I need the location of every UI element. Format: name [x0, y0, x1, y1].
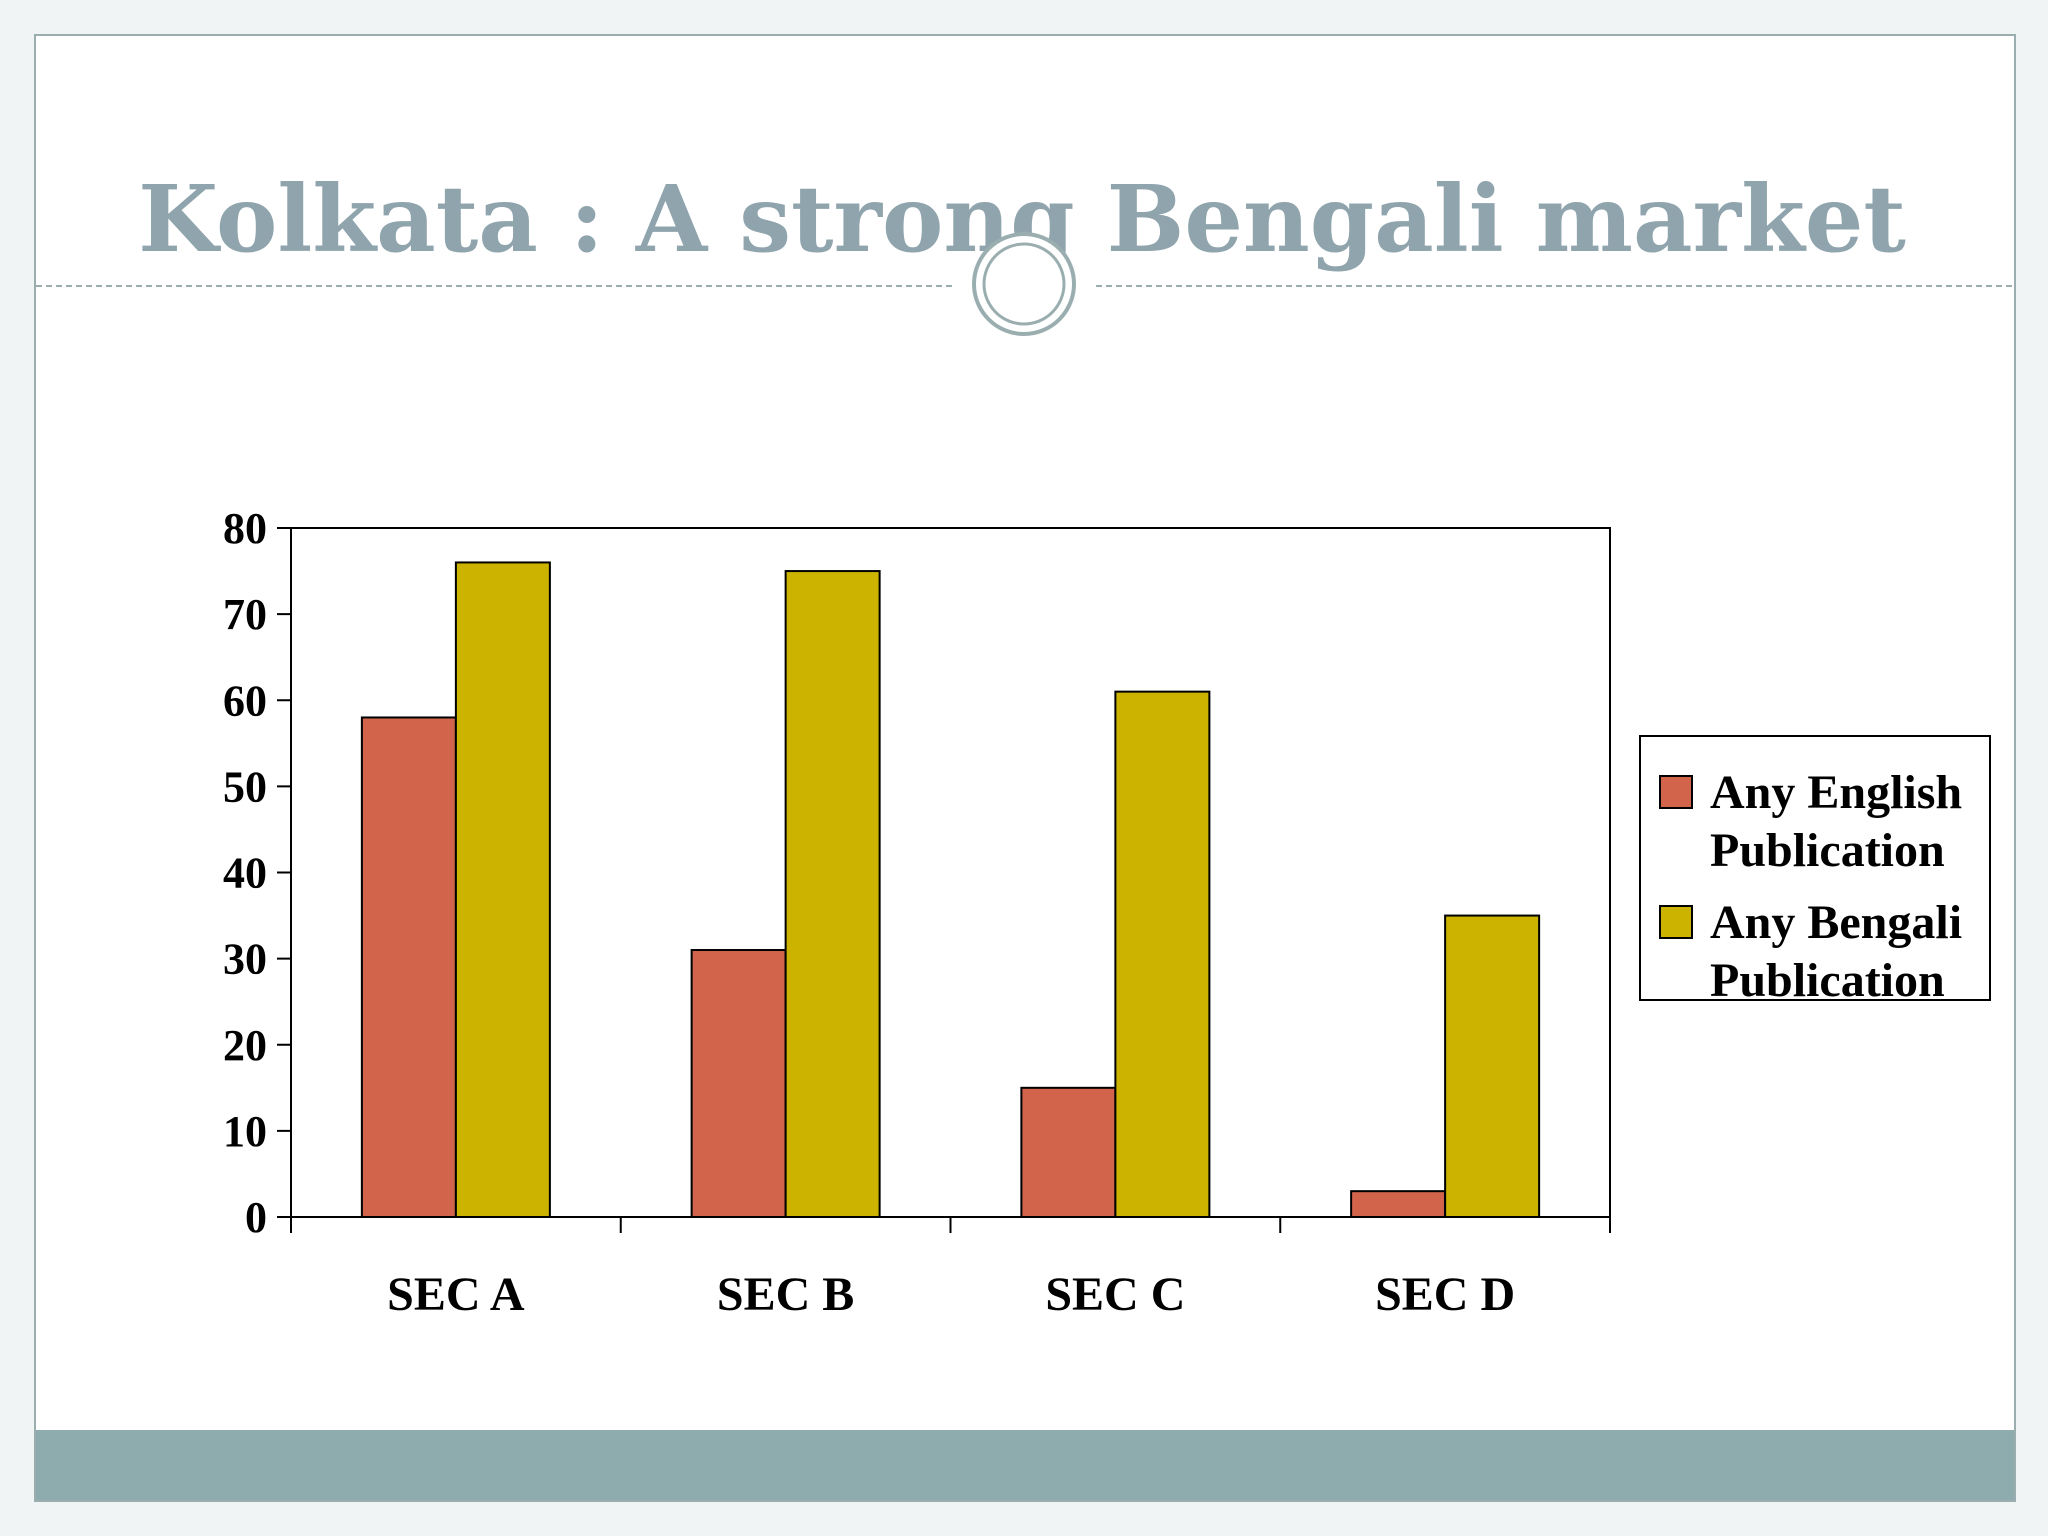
bar-english-sec-c — [1020, 1086, 1117, 1218]
bar-bengali-sec-b — [784, 570, 881, 1218]
bar-english-sec-b — [690, 949, 787, 1218]
legend-box — [1639, 735, 1991, 1001]
y-tick-label: 10 — [223, 1107, 267, 1156]
y-tick-label: 30 — [223, 935, 267, 984]
bar-english-sec-d — [1350, 1190, 1447, 1218]
x-category-label: SEC D — [1375, 1268, 1515, 1321]
legend-label: Any Bengali Publication — [1710, 896, 1962, 1007]
chart: 0 10 20 30 40 50 60 70 80 SEC A SEC B SEC C SEC D A… — [36, 232, 2014, 1321]
legend-swatch — [1659, 775, 1693, 809]
x-category-label: SEC B — [717, 1268, 854, 1321]
slide: Kolkata : A strong Bengali market 0 10 20 3… — [34, 34, 2016, 1502]
y-tick-label: 0 — [245, 1193, 267, 1242]
bars — [360, 561, 1541, 1218]
bar-english-sec-a — [360, 716, 457, 1218]
x-category-label: SEC C — [1045, 1268, 1185, 1321]
y-axis: 0 10 20 30 40 50 60 70 80 — [223, 504, 291, 1242]
title-divider — [36, 232, 2014, 336]
bar-bengali-sec-a — [454, 561, 551, 1218]
x-axis: SEC A SEC B SEC C SEC D — [290, 1217, 1611, 1321]
footer-bar — [36, 1430, 2014, 1500]
legend-label: Any English Publication — [1710, 766, 1962, 877]
y-tick-label: 40 — [223, 849, 267, 898]
y-tick-label: 60 — [223, 676, 267, 725]
bar-bengali-sec-d — [1444, 914, 1541, 1218]
y-tick-label: 80 — [223, 504, 267, 553]
y-tick-label: 70 — [223, 590, 267, 639]
y-tick-label: 20 — [223, 1021, 267, 1070]
legend-swatch — [1659, 905, 1693, 939]
legend: Any English Publication Any Bengali Publica… — [1639, 735, 1991, 1007]
x-category-label: SEC A — [387, 1268, 525, 1321]
divider-ornament-icon — [972, 232, 1076, 336]
y-tick-label: 50 — [223, 762, 267, 811]
bar-bengali-sec-c — [1114, 690, 1211, 1218]
